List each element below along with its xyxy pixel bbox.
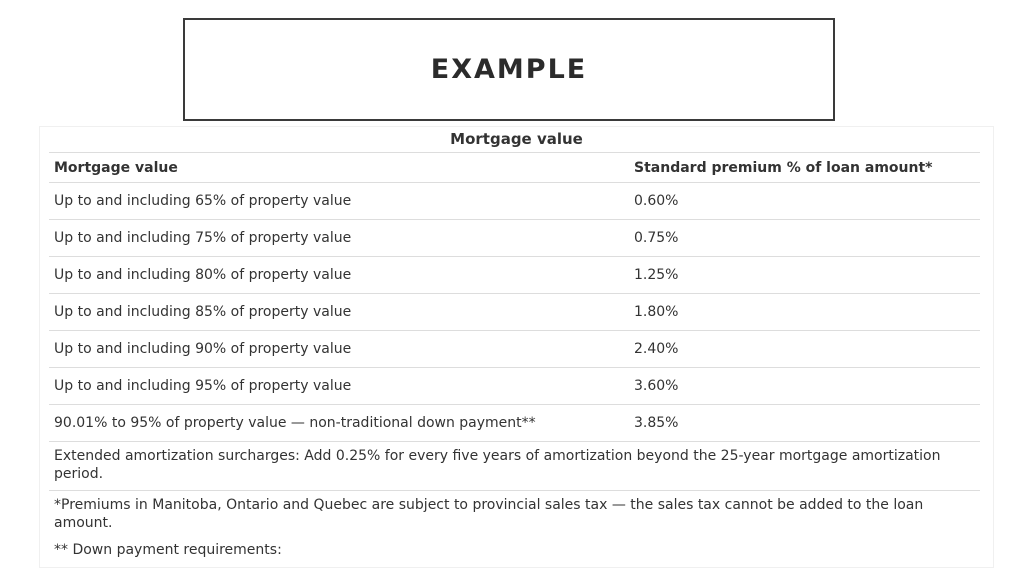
row-premium: 3.60% xyxy=(629,367,980,405)
note-row: Extended amortization surcharges: Add 0.… xyxy=(49,441,980,491)
note-row: ** Down payment requirements: xyxy=(49,539,980,561)
row-mortgage-value: 90.01% to 95% of property value — non-tr… xyxy=(49,404,629,442)
amortization-surcharge-note: Extended amortization surcharges: Add 0.… xyxy=(49,441,980,491)
table-row: Up to and including 90% of property valu… xyxy=(49,330,980,368)
table-row: 90.01% to 95% of property value — non-tr… xyxy=(49,404,980,442)
header-standard-premium: Standard premium % of loan amount* xyxy=(629,152,980,183)
table-row: Up to and including 65% of property valu… xyxy=(49,182,980,220)
table-row: Up to and including 75% of property valu… xyxy=(49,219,980,257)
table-row: Up to and including 85% of property valu… xyxy=(49,293,980,331)
header-mortgage-value: Mortgage value xyxy=(49,152,629,183)
provincial-tax-note: *Premiums in Manitoba, Ontario and Quebe… xyxy=(49,490,980,539)
row-mortgage-value: Up to and including 90% of property valu… xyxy=(49,330,629,368)
row-premium: 0.75% xyxy=(629,219,980,257)
table-row: Up to and including 80% of property valu… xyxy=(49,256,980,294)
title-box: EXAMPLE xyxy=(183,18,835,121)
row-premium: 2.40% xyxy=(629,330,980,368)
row-mortgage-value: Up to and including 85% of property valu… xyxy=(49,293,629,331)
table-screenshot: Mortgage value Mortgage value Standard p… xyxy=(40,127,993,567)
row-premium: 1.80% xyxy=(629,293,980,331)
row-premium: 3.85% xyxy=(629,404,980,442)
row-mortgage-value: Up to and including 95% of property valu… xyxy=(49,367,629,405)
slide-title: EXAMPLE xyxy=(430,54,588,85)
table-row: Up to and including 95% of property valu… xyxy=(49,367,980,405)
row-mortgage-value: Up to and including 80% of property valu… xyxy=(49,256,629,294)
table-caption: Mortgage value xyxy=(450,130,583,148)
premium-table: Mortgage value Standard premium % of loa… xyxy=(49,152,980,561)
row-premium: 0.60% xyxy=(629,182,980,220)
row-mortgage-value: Up to and including 75% of property valu… xyxy=(49,219,629,257)
row-mortgage-value: Up to and including 65% of property valu… xyxy=(49,182,629,220)
row-premium: 1.25% xyxy=(629,256,980,294)
note-row: *Premiums in Manitoba, Ontario and Quebe… xyxy=(49,490,980,539)
down-payment-note: ** Down payment requirements: xyxy=(54,542,282,558)
table-header-row: Mortgage value Standard premium % of loa… xyxy=(49,152,980,183)
